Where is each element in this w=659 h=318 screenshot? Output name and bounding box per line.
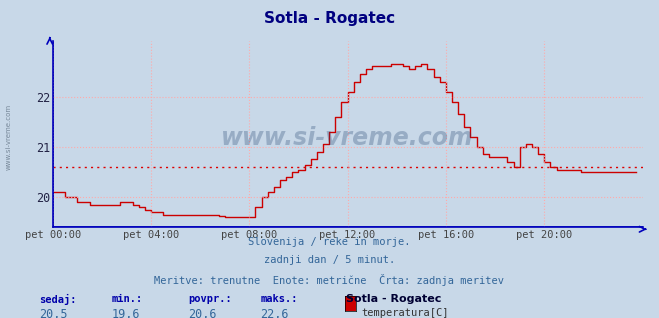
Text: 19,6: 19,6: [112, 308, 140, 318]
Text: 22,6: 22,6: [260, 308, 289, 318]
Text: Meritve: trenutne  Enote: metrične  Črta: zadnja meritev: Meritve: trenutne Enote: metrične Črta: …: [154, 274, 505, 286]
Text: zadnji dan / 5 minut.: zadnji dan / 5 minut.: [264, 255, 395, 265]
Text: 20,5: 20,5: [40, 308, 68, 318]
Text: Slovenija / reke in morje.: Slovenija / reke in morje.: [248, 237, 411, 247]
Text: www.si-vreme.com: www.si-vreme.com: [221, 126, 474, 150]
Text: min.:: min.:: [112, 294, 143, 304]
Text: temperatura[C]: temperatura[C]: [361, 308, 449, 318]
Text: sedaj:: sedaj:: [40, 294, 77, 305]
Text: 20,6: 20,6: [188, 308, 216, 318]
Text: Sotla - Rogatec: Sotla - Rogatec: [264, 11, 395, 26]
Text: maks.:: maks.:: [260, 294, 298, 304]
Text: Sotla - Rogatec: Sotla - Rogatec: [346, 294, 442, 304]
Text: povpr.:: povpr.:: [188, 294, 231, 304]
Text: www.si-vreme.com: www.si-vreme.com: [5, 104, 11, 170]
